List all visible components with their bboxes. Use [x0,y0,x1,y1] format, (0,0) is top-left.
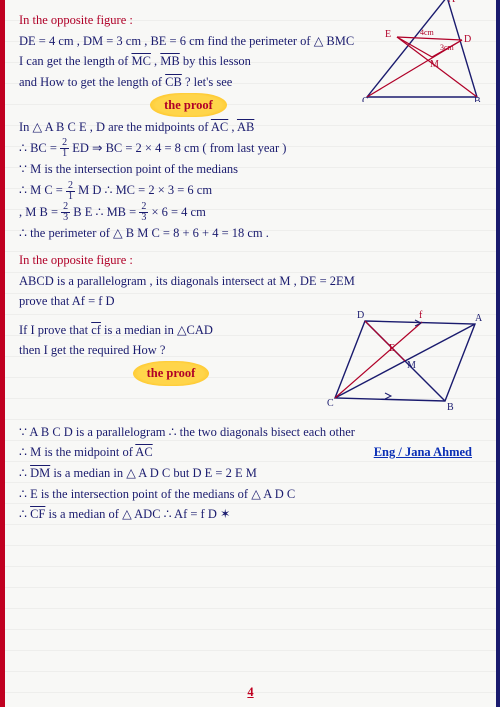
analysis2-l1: If I prove that cf is a median in △CAD [19,320,323,341]
proof2-l3: ∴ DM is a median in △ A D C but D E = 2 … [19,463,482,484]
svg-text:M: M [430,59,439,70]
given-2: ABCD is a parallelogram , its diagonals … [19,271,482,292]
proof1-l5: , M B = 23 B E ∴ MB = 23 × 6 = 4 cm [19,202,482,224]
analysis-1: I can get the length of MC , MB by this … [19,51,358,72]
analysis-2: and How to get the length of CB ? let's … [19,72,358,93]
proof1-l4: ∴ M C = 21 M D ∴ MC = 2 × 3 = 6 cm [19,180,482,202]
proof2-l5: ∴ CF is a median of △ ADC ∴ Af = f D ✶ [19,504,482,525]
analysis2-l2: then I get the required How ? [19,340,323,361]
figure-triangle: A B C D E M 4cm 3cm [362,0,482,102]
heading-2: In the opposite figure : [19,250,482,271]
svg-text:M: M [407,360,416,371]
svg-text:B: B [447,402,454,413]
svg-text:C: C [362,96,369,102]
heading-1: In the opposite figure : [19,10,358,31]
given-line: DE = 4 cm , DM = 3 cm , BE = 6 cm find t… [19,31,358,52]
proof2-l4: ∴ E is the intersection point of the med… [19,484,482,505]
proof1-l6: ∴ the perimeter of △ B M C = 8 + 6 + 4 =… [19,223,482,244]
svg-text:4cm: 4cm [420,28,435,37]
proof1-l1: In △ A B C E , D are the midpoints of AC… [19,117,482,138]
page-number: 4 [247,682,253,703]
svg-text:D: D [464,34,471,45]
svg-text:3cm: 3cm [440,43,455,52]
proof2-l2: ∴ M is the midpoint of AC Eng / Jana Ahm… [19,442,482,463]
svg-text:E: E [389,343,395,354]
proof1-l2: ∴ BC = 21 ED ⇒ BC = 2 × 4 = 8 cm ( from … [19,138,482,160]
svg-text:A: A [448,0,456,5]
proof1-l3: ∵ M is the intersection point of the med… [19,159,482,180]
proof2-l1: ∵ A B C D is a parallelogram ∴ the two d… [19,422,482,443]
svg-text:C: C [327,398,334,409]
svg-text:B: B [474,96,481,102]
svg-text:f: f [419,310,423,321]
signature: Eng / Jana Ahmed [374,442,472,463]
svg-text:A: A [475,313,482,324]
svg-text:E: E [385,29,391,40]
svg-text:D: D [357,310,364,321]
figure-parallelogram: A B C D f E M [327,306,482,416]
